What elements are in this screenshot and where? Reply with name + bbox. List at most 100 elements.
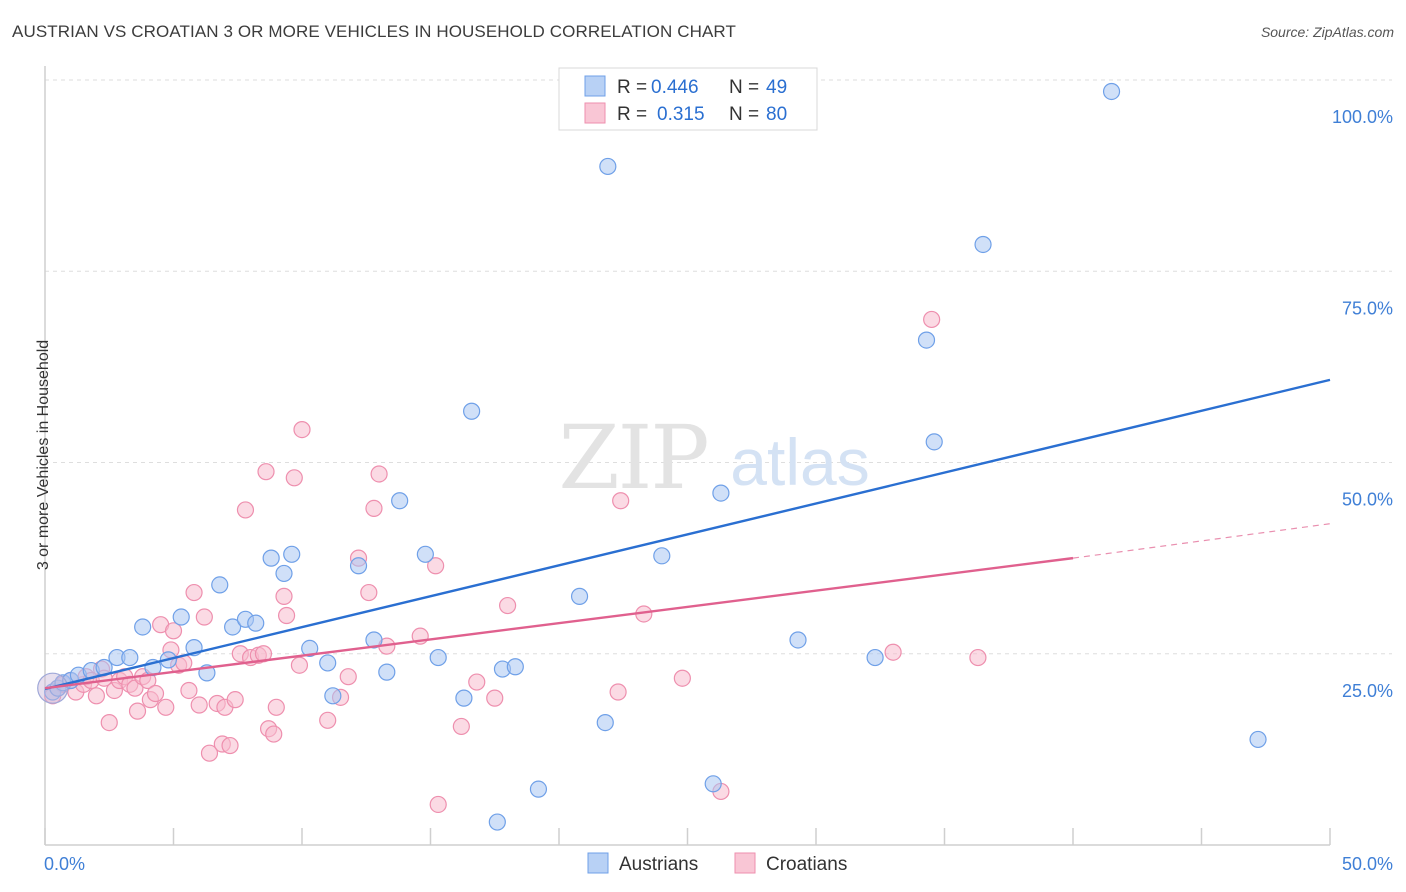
data-point-austrians bbox=[429, 648, 447, 667]
data-point-austrians bbox=[1249, 730, 1267, 749]
data-point-croatians bbox=[923, 310, 941, 329]
data-point-croatians bbox=[200, 744, 219, 762]
data-point-austrians bbox=[349, 557, 368, 575]
data-point-austrians bbox=[463, 402, 481, 420]
data-point-austrians bbox=[599, 157, 617, 176]
legend-croatians-swatch bbox=[734, 852, 756, 874]
data-point-croatians bbox=[180, 681, 198, 700]
data-point-austrians bbox=[789, 631, 807, 649]
trend-line-croatians bbox=[44, 556, 1074, 690]
data-point-austrians bbox=[925, 433, 943, 451]
legend-austrians-label: Austrians bbox=[619, 854, 698, 875]
watermark-atlas: atlas bbox=[730, 425, 869, 499]
trend-line-dashed-croatians bbox=[1072, 523, 1331, 559]
series-croatians bbox=[44, 310, 987, 814]
data-point-croatians bbox=[87, 687, 106, 705]
data-point-austrians bbox=[301, 639, 319, 657]
data-point-austrians bbox=[488, 813, 506, 831]
data-point-croatians bbox=[293, 421, 311, 439]
data-point-croatians bbox=[277, 606, 296, 625]
x-tick-label: 50.0% bbox=[1342, 854, 1393, 874]
legend-n-value: 80 bbox=[766, 104, 787, 125]
legend-n-label: N = bbox=[729, 104, 759, 125]
data-point-croatians bbox=[185, 583, 203, 602]
data-point-austrians bbox=[653, 547, 671, 565]
y-axis-label-wrap: 3 or more Vehicles in Household bbox=[14, 0, 52, 892]
data-point-croatians bbox=[221, 736, 239, 755]
data-point-croatians bbox=[427, 557, 445, 575]
data-point-croatians bbox=[157, 698, 175, 716]
data-point-croatians bbox=[365, 499, 383, 517]
data-point-croatians bbox=[360, 583, 378, 602]
watermark: ZIP atlas bbox=[558, 406, 869, 509]
legend-r-value: 0.446 bbox=[651, 77, 699, 98]
y-tick-label: 100.0% bbox=[1332, 107, 1393, 127]
data-point-austrians bbox=[283, 545, 301, 563]
data-point-austrians bbox=[974, 235, 992, 254]
data-point-austrians bbox=[1102, 82, 1121, 101]
y-tick-label: 50.0% bbox=[1342, 490, 1393, 510]
data-point-croatians bbox=[290, 656, 309, 674]
data-point-austrians bbox=[416, 545, 434, 563]
data-point-austrians bbox=[211, 576, 229, 594]
data-point-austrians bbox=[529, 780, 548, 798]
data-point-croatians bbox=[275, 587, 293, 605]
data-point-croatians bbox=[452, 717, 470, 736]
tick-labels: 25.0% 50.0% 75.0% 100.0% 0.0% 50.0% bbox=[44, 107, 1393, 874]
legend-r-value: 0.315 bbox=[657, 104, 705, 125]
data-point-croatians bbox=[339, 668, 357, 686]
data-point-croatians bbox=[370, 465, 388, 483]
data-point-croatians bbox=[884, 643, 902, 661]
data-point-croatians bbox=[673, 669, 691, 687]
watermark-zip: ZIP bbox=[558, 406, 707, 509]
axes bbox=[44, 66, 1331, 846]
grid-lines bbox=[45, 79, 1392, 655]
data-point-austrians bbox=[866, 648, 884, 667]
data-point-austrians bbox=[172, 608, 190, 626]
data-point-austrians bbox=[224, 618, 242, 636]
data-point-austrians bbox=[596, 713, 614, 732]
data-point-croatians bbox=[319, 711, 337, 729]
legend-croatians-label: Croatians bbox=[766, 854, 847, 875]
data-point-croatians bbox=[146, 684, 165, 703]
trend-lines bbox=[44, 378, 1331, 691]
data-point-croatians bbox=[100, 713, 118, 732]
series-austrians bbox=[37, 82, 1267, 831]
legend-austrians-swatch bbox=[584, 75, 606, 97]
data-point-croatians bbox=[195, 608, 213, 626]
y-axis-label: 3 or more Vehicles in Household bbox=[35, 339, 52, 571]
data-point-austrians bbox=[712, 484, 730, 502]
y-tick-label: 25.0% bbox=[1342, 681, 1393, 701]
legend-bottom: Austrians Croatians bbox=[587, 852, 847, 875]
data-point-austrians bbox=[121, 648, 139, 667]
data-point-austrians bbox=[134, 618, 152, 636]
data-point-croatians bbox=[609, 683, 627, 701]
data-point-croatians bbox=[486, 689, 504, 707]
data-point-austrians bbox=[324, 687, 342, 705]
data-point-croatians bbox=[257, 463, 275, 481]
data-point-croatians bbox=[468, 673, 486, 691]
source-label: Source: ZipAtlas.com bbox=[1260, 24, 1394, 40]
data-point-austrians bbox=[506, 658, 524, 676]
trend-line-austrians bbox=[44, 378, 1331, 691]
legend-n-label: N = bbox=[729, 77, 759, 98]
data-point-austrians bbox=[378, 663, 396, 681]
legend-croatians-swatch bbox=[584, 102, 606, 124]
data-point-croatians bbox=[128, 702, 147, 720]
legend-top: R = 0.446 N = 49 R = 0.315 N = 80 bbox=[558, 67, 818, 131]
data-point-croatians bbox=[236, 501, 255, 519]
data-point-croatians bbox=[969, 648, 987, 667]
legend-r-label: R = bbox=[617, 104, 647, 125]
data-point-croatians bbox=[190, 696, 208, 714]
data-point-croatians bbox=[499, 596, 517, 615]
legend-r-label: R = bbox=[617, 77, 647, 98]
data-point-croatians bbox=[164, 622, 183, 640]
data-point-austrians bbox=[391, 492, 409, 510]
data-point-austrians bbox=[704, 775, 722, 793]
data-point-austrians bbox=[365, 631, 383, 649]
data-point-croatians bbox=[265, 725, 283, 743]
data-point-austrians bbox=[570, 587, 589, 605]
data-point-croatians bbox=[226, 691, 244, 709]
data-point-austrians bbox=[262, 549, 280, 567]
